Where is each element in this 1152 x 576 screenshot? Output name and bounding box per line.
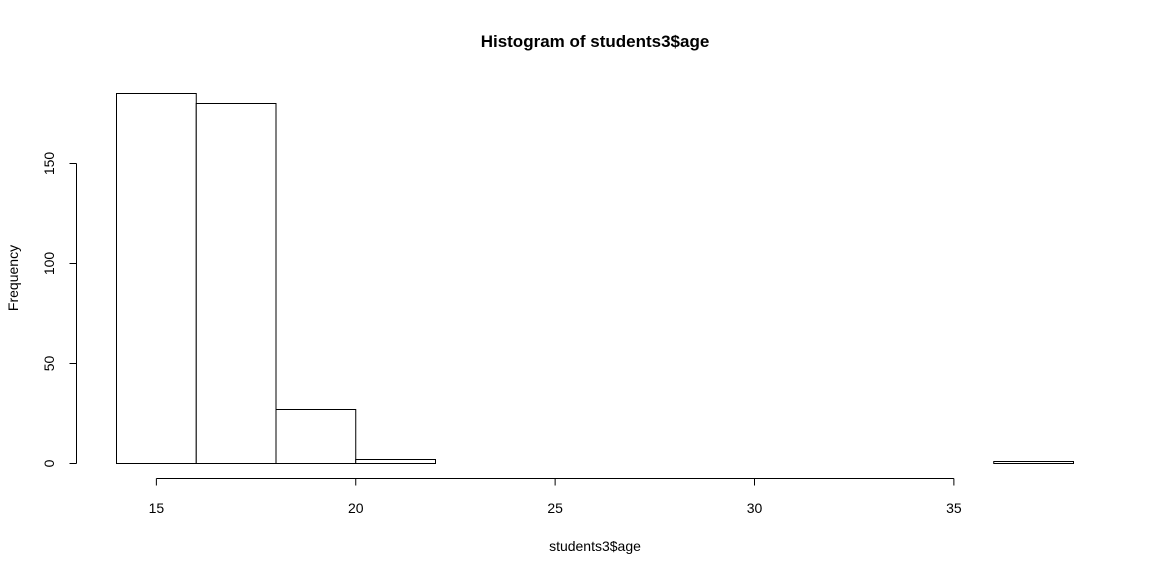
y-axis: 0 50 100 150 xyxy=(41,152,77,467)
y-tick-label: 0 xyxy=(41,459,57,467)
x-axis-title: students3$age xyxy=(549,538,641,554)
histogram-bar xyxy=(275,409,357,464)
x-tick-label: 15 xyxy=(149,500,165,516)
x-tick-label: 25 xyxy=(547,500,563,516)
x-tick-label: 35 xyxy=(946,500,962,516)
x-tick-label: 30 xyxy=(747,500,763,516)
histogram-bar xyxy=(993,461,1074,464)
chart-title: Histogram of students3$age xyxy=(481,32,710,51)
x-tick-label: 20 xyxy=(348,500,364,516)
histogram-bar xyxy=(195,103,277,464)
y-tick-label: 50 xyxy=(41,356,57,372)
y-axis-title: Frequency xyxy=(5,245,21,311)
histogram-bar xyxy=(355,459,436,464)
x-axis: 15 20 25 30 35 xyxy=(149,478,962,516)
y-tick-label: 150 xyxy=(41,152,57,176)
bars-group xyxy=(116,93,1074,464)
histogram-bar xyxy=(116,93,197,464)
y-tick-label: 100 xyxy=(41,252,57,276)
